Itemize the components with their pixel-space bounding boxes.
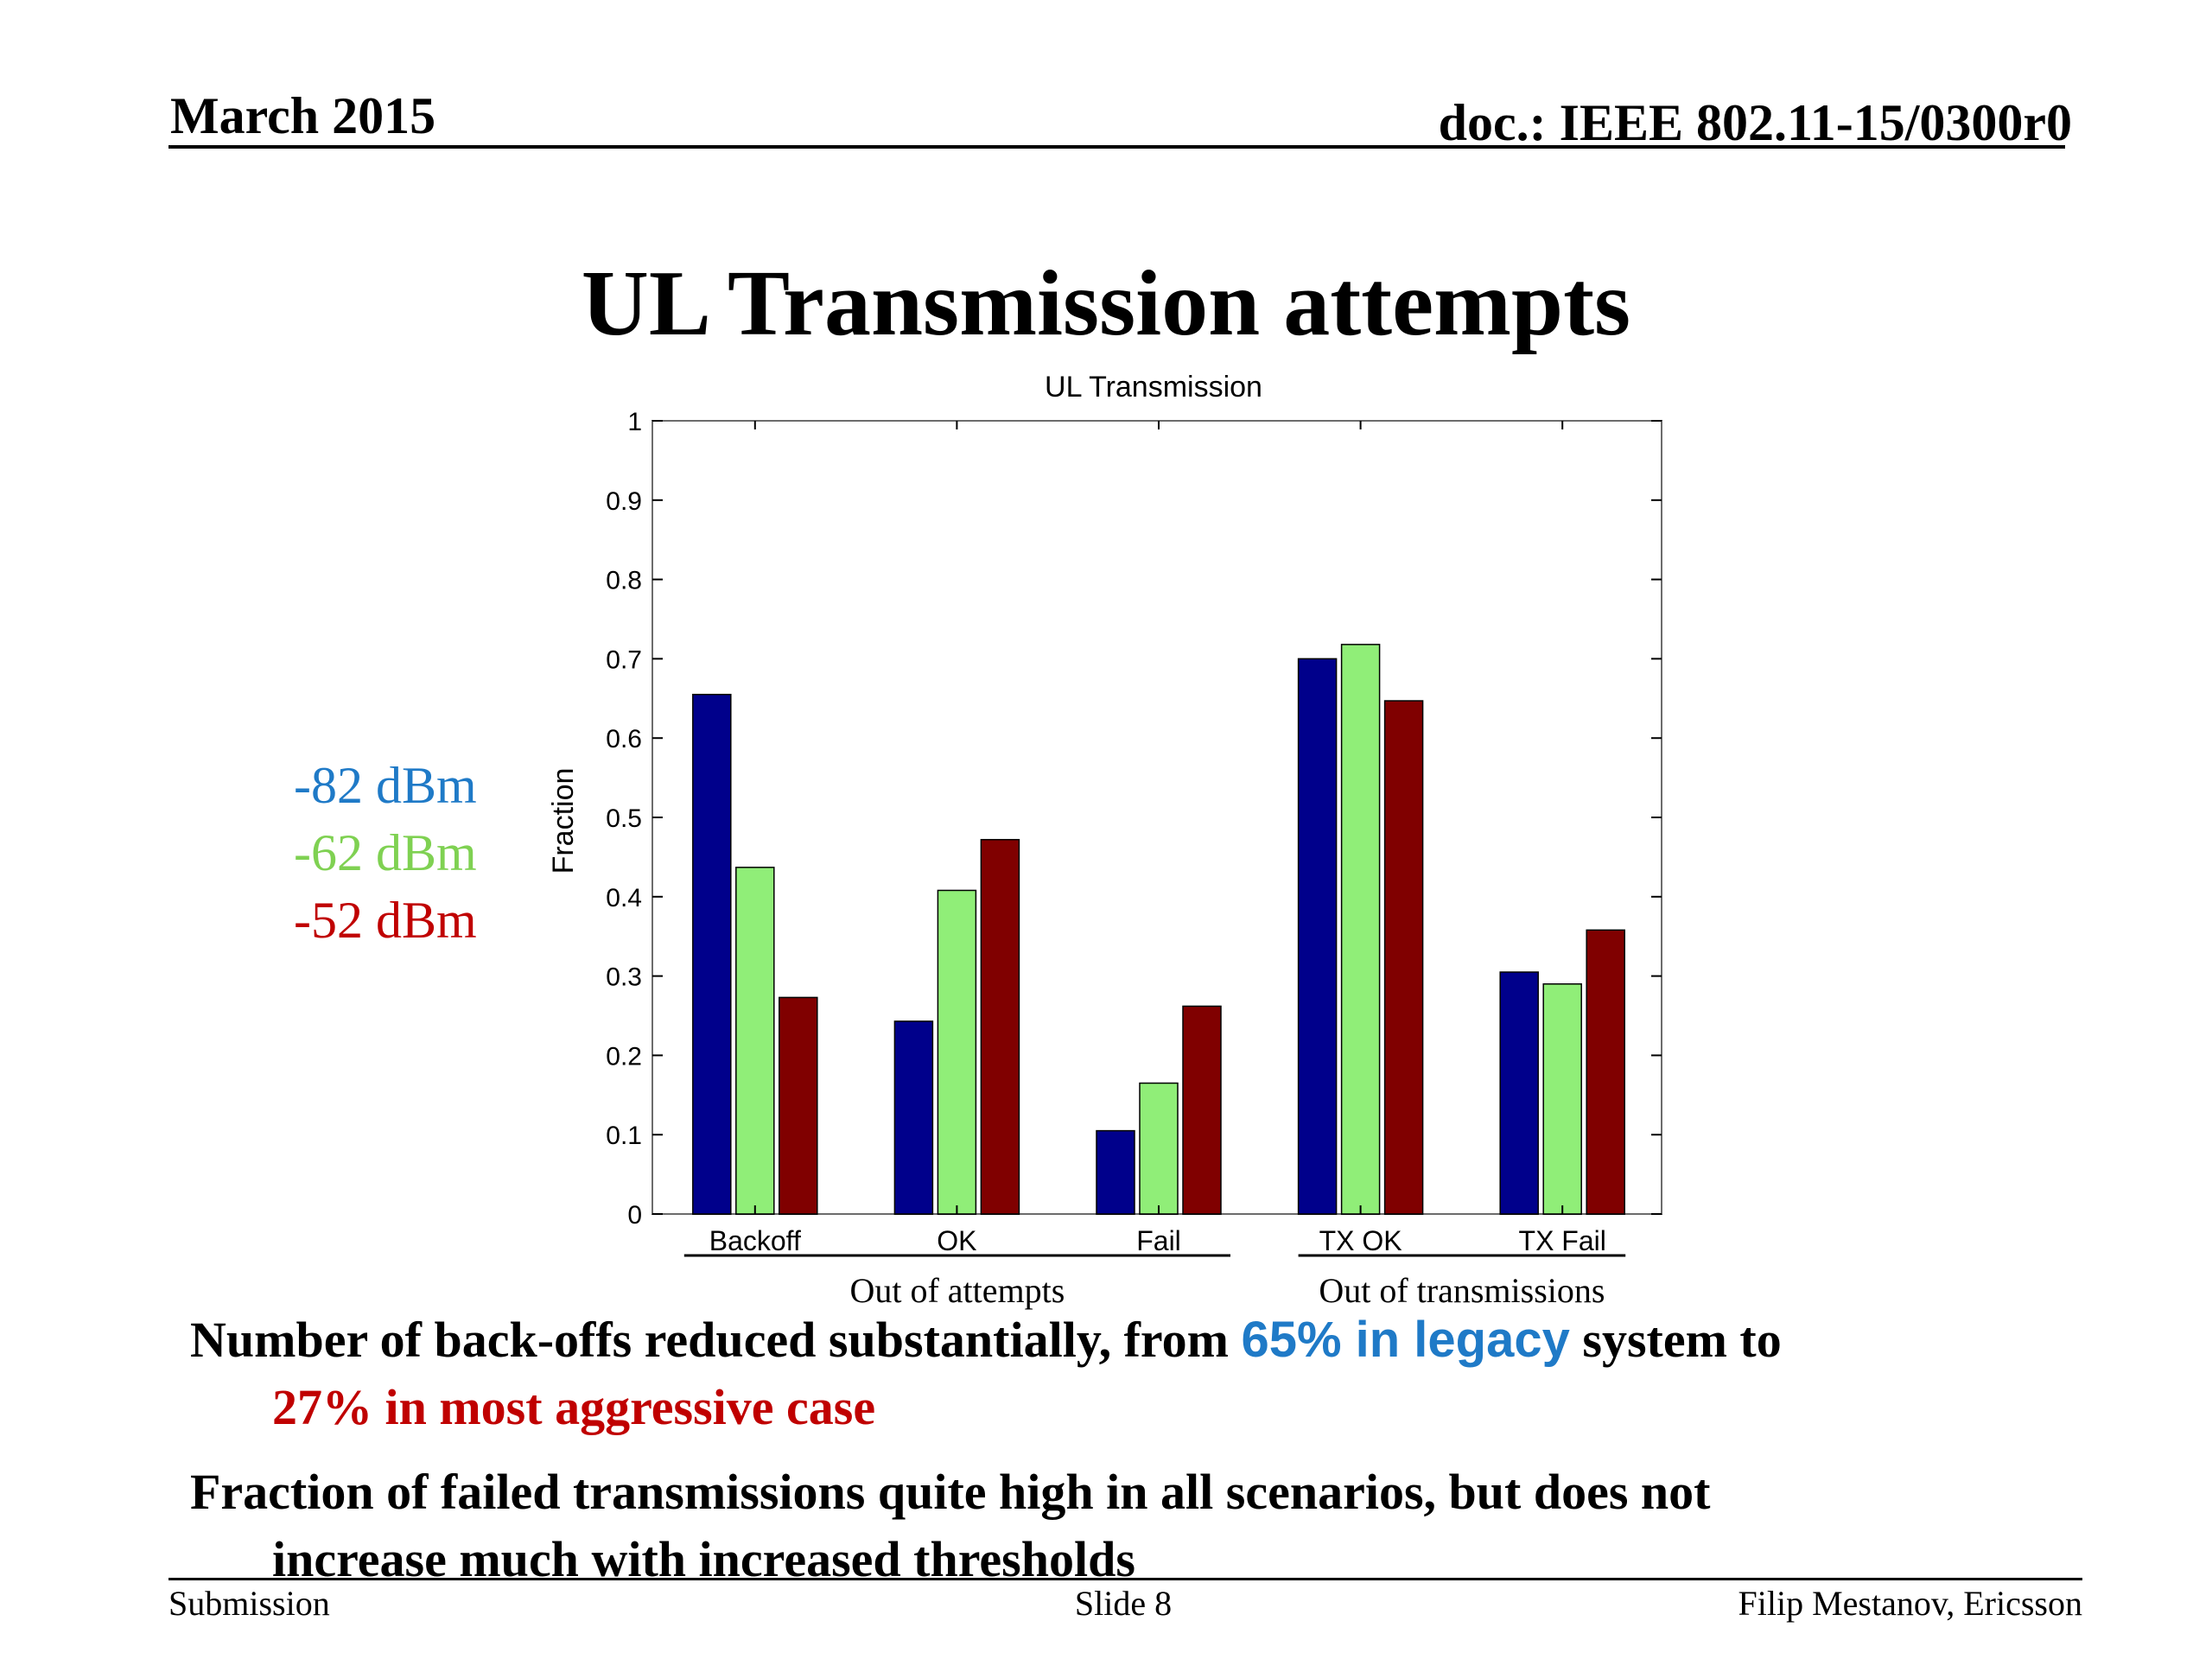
y-tick-label: 0.5	[606, 804, 642, 833]
y-tick-label: 0.3	[606, 963, 642, 992]
slide-title: UL Transmission attempts	[581, 252, 1631, 355]
bullet-1-line2: 27% in most aggressive case	[272, 1379, 876, 1435]
legend-item-62: -62 dBm	[294, 824, 477, 881]
y-tick-label: 0.6	[606, 725, 642, 753]
y-tick-label: 0.8	[606, 567, 642, 595]
footer-submission: Submission	[168, 1584, 330, 1623]
y-tick-label: 1	[627, 408, 642, 436]
y-tick-label: 0.7	[606, 645, 642, 674]
bar	[1297, 658, 1338, 1215]
bar	[937, 889, 977, 1215]
y-tick-label: 0.4	[606, 884, 642, 912]
legend-item-52: -52 dBm	[294, 892, 477, 949]
header-date: March 2015	[170, 87, 436, 144]
bar	[1383, 700, 1424, 1215]
bullet-1-highlight: 65% in legacy	[1241, 1312, 1570, 1368]
footer-author: Filip Mestanov, Ericsson	[1738, 1584, 2083, 1623]
group-label-transmissions: Out of transmissions	[1319, 1271, 1605, 1310]
x-tick-label: TX Fail	[1519, 1225, 1606, 1256]
bar	[1586, 929, 1625, 1215]
group-label-attempts: Out of attempts	[849, 1271, 1065, 1310]
bullet-2: Fraction of failed transmissions quite h…	[190, 1459, 2091, 1593]
x-tick-label: OK	[937, 1225, 976, 1256]
x-tick-label: Backoff	[709, 1225, 801, 1256]
bullets: Number of back-offs reduced substantiall…	[190, 1306, 2091, 1611]
header-doc-id: doc.: IEEE 802.11-15/0300r0	[1438, 94, 2072, 151]
y-tick-label: 0.1	[606, 1122, 642, 1150]
header-rule	[168, 145, 2065, 149]
bar	[1499, 971, 1539, 1215]
legend: -82 dBm -62 dBm -52 dBm	[294, 752, 477, 954]
chart-title: UL Transmission	[1045, 371, 1262, 404]
bar	[1542, 983, 1582, 1215]
bar	[1340, 644, 1381, 1215]
x-tick-label: TX OK	[1319, 1225, 1402, 1256]
bullet-1: Number of back-offs reduced substantiall…	[190, 1306, 2091, 1441]
y-tick-label: 0	[627, 1201, 642, 1230]
legend-item-82: -82 dBm	[294, 757, 477, 814]
y-tick-label: 0.9	[606, 487, 642, 516]
footer-slide-number: Slide 8	[1074, 1584, 1173, 1623]
bar	[893, 1020, 934, 1215]
y-axis-label: Fraction	[547, 768, 580, 874]
footer-rule	[168, 1578, 2082, 1580]
bar	[1182, 1005, 1222, 1215]
bar	[779, 996, 818, 1215]
bullet-1-text-a: Number of back-offs reduced substantiall…	[190, 1312, 1242, 1368]
bar	[1096, 1129, 1135, 1215]
bar	[692, 693, 732, 1215]
bullet-2-line1: Fraction of failed transmissions quite h…	[190, 1464, 1711, 1520]
bar	[735, 867, 775, 1215]
bullet-1-text-b: system to	[1569, 1312, 1782, 1368]
bar	[1139, 1082, 1179, 1215]
y-tick-label: 0.2	[606, 1042, 642, 1071]
x-tick-label: Fail	[1136, 1225, 1181, 1256]
bar	[980, 838, 1020, 1215]
